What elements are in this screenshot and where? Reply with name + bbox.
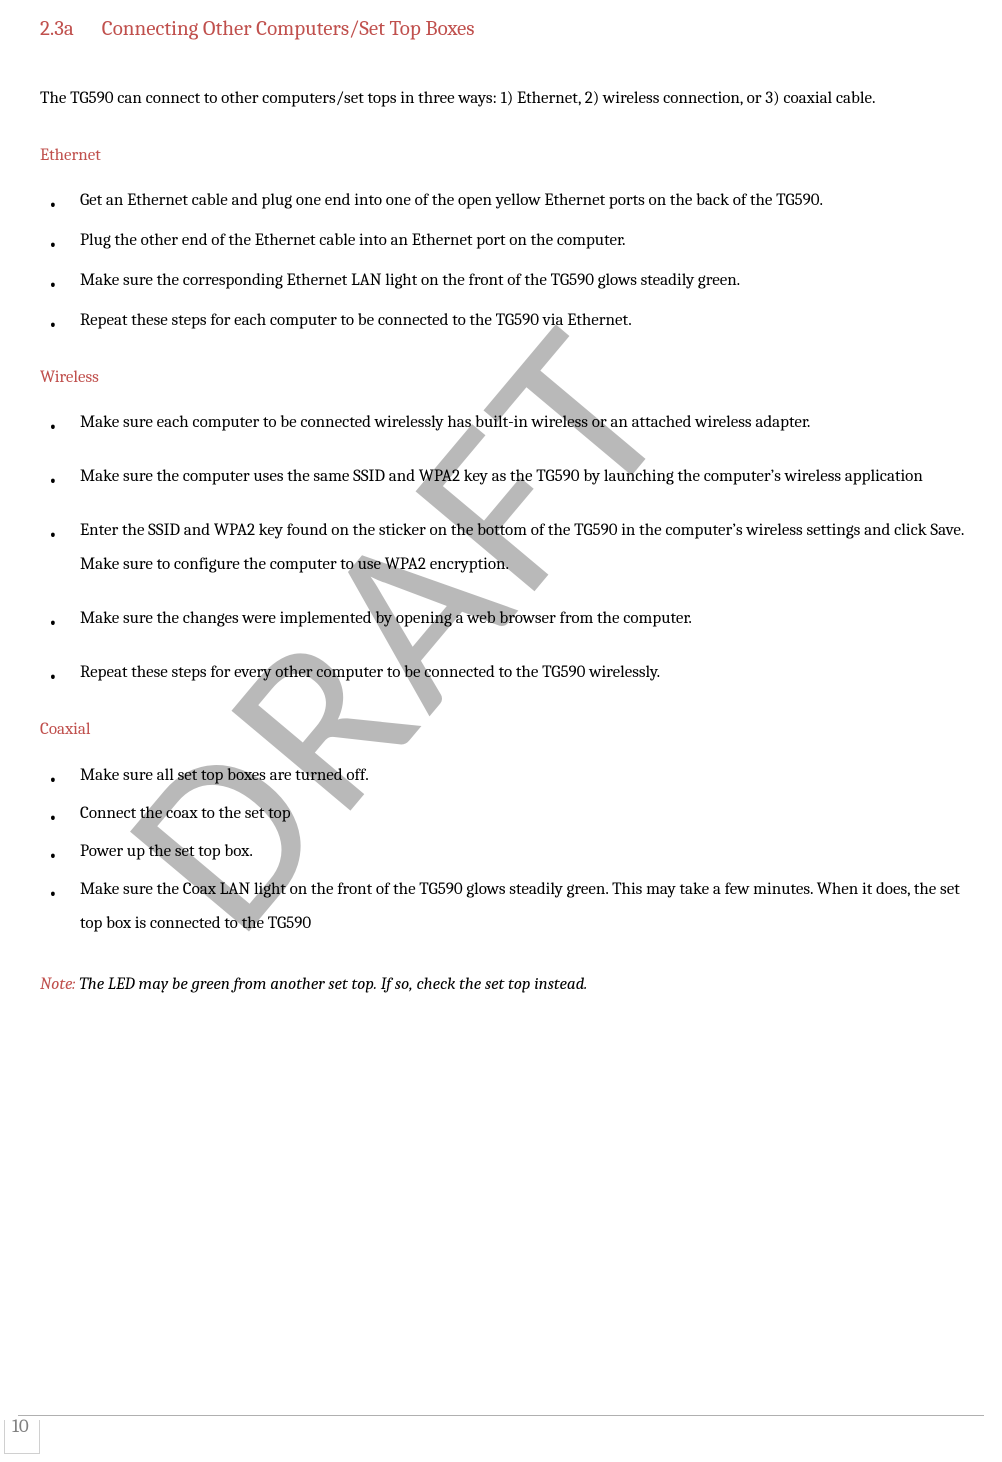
note-label: Note: <box>40 975 75 994</box>
list-item: Make sure each computer to be connected … <box>72 406 982 440</box>
section-title: Connecting Other Computers/Set Top Boxes <box>102 17 475 41</box>
coaxial-list: Make sure all set top boxes are turned o… <box>40 759 982 941</box>
page-number: 10 <box>12 1408 29 1444</box>
list-item: Make sure the corresponding Ethernet LAN… <box>72 264 982 298</box>
note-text: The LED may be green from another set to… <box>75 975 587 994</box>
note-paragraph: Note: The LED may be green from another … <box>40 969 982 1001</box>
ethernet-heading: Ethernet <box>40 140 982 172</box>
wireless-heading: Wireless <box>40 362 982 394</box>
list-item: Make sure all set top boxes are turned o… <box>72 759 982 793</box>
list-item: Make sure the changes were implemented b… <box>72 602 982 636</box>
wireless-list: Make sure each computer to be connected … <box>40 406 982 690</box>
list-item: Repeat these steps for each computer to … <box>72 304 982 338</box>
section-heading: 2.3a Connecting Other Computers/Set Top B… <box>40 10 982 50</box>
coaxial-heading: Coaxial <box>40 714 982 746</box>
footer-divider <box>18 1415 984 1416</box>
list-item: Get an Ethernet cable and plug one end i… <box>72 184 982 218</box>
list-item: Connect the coax to the set top <box>72 797 982 831</box>
page-content: 2.3a Connecting Other Computers/Set Top B… <box>40 10 982 1001</box>
list-item: Repeat these steps for every other compu… <box>72 656 982 690</box>
list-item: Enter the SSID and WPA2 key found on the… <box>72 514 982 582</box>
list-item: Make sure the computer uses the same SSI… <box>72 460 982 494</box>
list-item: Plug the other end of the Ethernet cable… <box>72 224 982 258</box>
list-item: Make sure the Coax LAN light on the fron… <box>72 873 982 941</box>
intro-paragraph: The TG590 can connect to other computers… <box>40 82 982 116</box>
ethernet-list: Get an Ethernet cable and plug one end i… <box>40 184 982 338</box>
section-number: 2.3a <box>40 17 74 41</box>
list-item: Power up the set top box. <box>72 835 982 869</box>
